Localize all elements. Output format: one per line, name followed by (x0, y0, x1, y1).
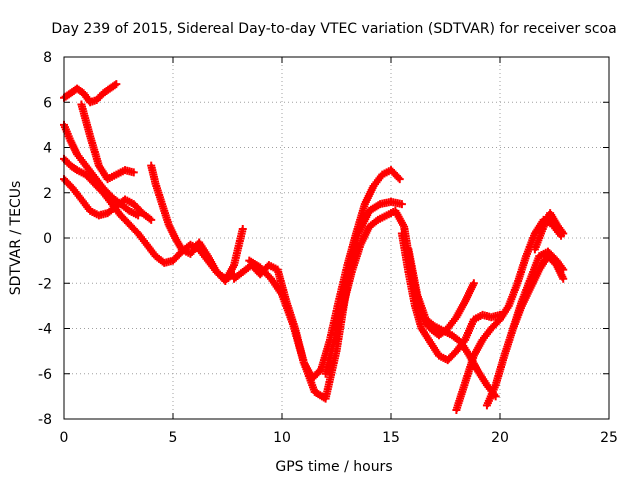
series-15 (530, 209, 568, 254)
y-tick-label: 4 (43, 141, 52, 157)
x-axis-label: GPS time / hours (275, 459, 392, 475)
data-point (395, 175, 404, 184)
plot-area (60, 80, 568, 414)
x-tick-label: 25 (600, 430, 618, 446)
data-point (147, 215, 156, 224)
data-point (559, 229, 568, 238)
y-tick-label: -6 (38, 367, 52, 383)
y-tick-label: 0 (43, 231, 52, 247)
y-tick-label: 2 (43, 186, 52, 202)
x-tick-label: 0 (60, 430, 69, 446)
data-point (129, 168, 138, 177)
x-tick-label: 5 (169, 430, 178, 446)
y-tick-label: 8 (43, 50, 52, 66)
series-7 (230, 166, 404, 383)
y-tick-label: -8 (38, 412, 52, 428)
y-tick-label: -2 (38, 276, 52, 292)
y-tick-label: -4 (38, 322, 52, 338)
series-12 (452, 215, 566, 414)
data-point (112, 80, 121, 89)
data-point (397, 200, 406, 209)
data-point (469, 279, 478, 288)
y-axis-label: SDTVAR / TECUs (8, 181, 24, 296)
x-tick-label: 15 (382, 430, 400, 446)
data-point (238, 224, 247, 233)
series-1 (60, 80, 121, 107)
series-6 (147, 161, 247, 285)
plot-frame (63, 56, 610, 420)
y-tick-label: 6 (43, 95, 52, 111)
series-10 (397, 229, 504, 365)
series-5 (77, 100, 138, 184)
chart-title: Day 239 of 2015, Sidereal Day-to-day VTE… (51, 21, 616, 37)
series-14 (509, 252, 568, 333)
series-trace (454, 218, 563, 412)
series-11 (404, 245, 500, 401)
data-point (559, 274, 568, 283)
x-tick-label: 20 (491, 430, 509, 446)
axes: 0 5 10 15 20 25 -8 -6 -4 -2 0 2 4 6 8 (38, 50, 618, 446)
x-tick-label: 10 (273, 430, 291, 446)
series-8 (245, 197, 406, 403)
